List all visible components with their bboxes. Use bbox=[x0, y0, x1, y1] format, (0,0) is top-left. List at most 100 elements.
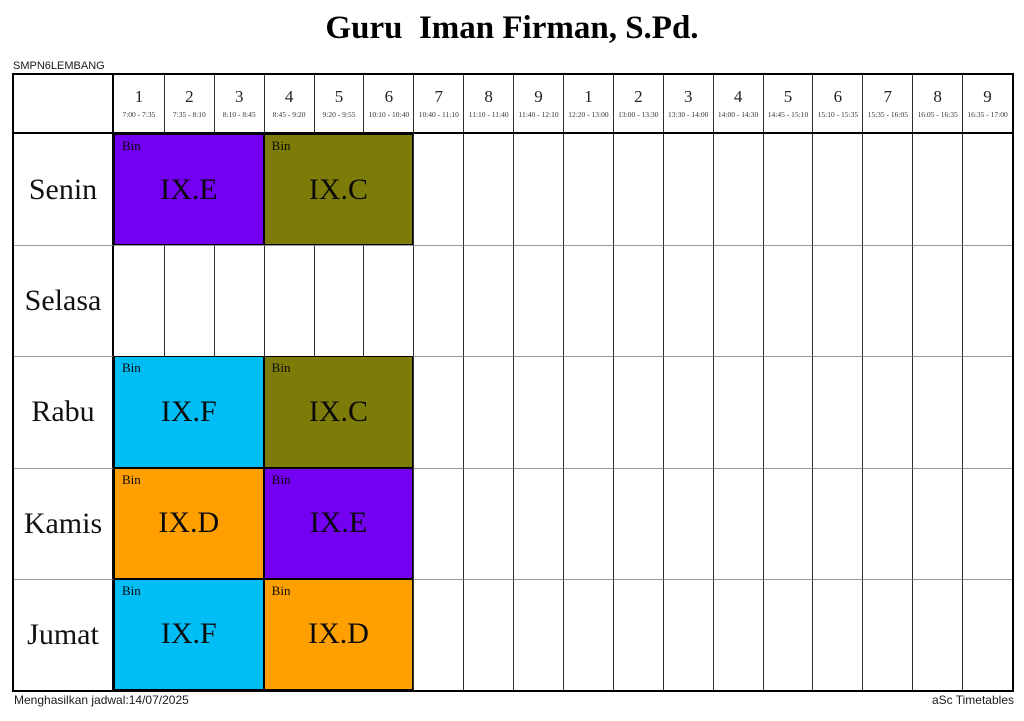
empty-slot bbox=[563, 245, 613, 357]
lesson-subject-label: Bin bbox=[122, 138, 141, 153]
empty-slot bbox=[862, 134, 912, 246]
lesson-class-name: IX.C bbox=[308, 172, 369, 206]
period-number: 2 bbox=[185, 87, 194, 107]
empty-slot bbox=[463, 578, 514, 690]
empty-slot bbox=[513, 356, 563, 468]
period-header: 5 9:20 - 9:55 bbox=[313, 75, 364, 134]
lesson-card-ix-c[interactable]: Bin IX.C bbox=[263, 356, 414, 468]
period-header: 7 15:35 - 16:05 bbox=[862, 75, 913, 134]
lesson-subject-label: Bin bbox=[271, 471, 291, 487]
period-number: 1 bbox=[584, 87, 593, 107]
empty-slot bbox=[662, 467, 713, 579]
empty-slot bbox=[762, 467, 813, 579]
lesson-subject-label: Bin bbox=[271, 582, 291, 598]
period-number: 7 bbox=[434, 87, 444, 107]
empty-slot bbox=[912, 245, 963, 357]
period-time-range: 9:20 - 9:55 bbox=[322, 110, 356, 120]
period-time-range: 16:05 - 16:35 bbox=[917, 110, 958, 120]
period-number: 9 bbox=[534, 87, 543, 107]
empty-slot bbox=[912, 467, 963, 579]
empty-slot bbox=[812, 356, 863, 468]
lesson-subject-label: Bin bbox=[122, 582, 141, 598]
period-time-range: 12:20 - 13:00 bbox=[568, 110, 609, 120]
period-time-range: 8:10 - 8:45 bbox=[222, 110, 256, 120]
empty-slot bbox=[762, 356, 813, 468]
empty-slot bbox=[812, 467, 863, 579]
empty-slot bbox=[662, 578, 713, 690]
lesson-subject-label: Bin bbox=[122, 360, 141, 376]
period-number: 8 bbox=[933, 87, 942, 107]
empty-slot bbox=[612, 356, 663, 468]
period-header: 1 7:00 - 7:35 bbox=[114, 75, 164, 134]
empty-slot bbox=[563, 578, 613, 690]
lesson-subject-label: Bin bbox=[271, 360, 291, 376]
empty-slot bbox=[862, 578, 913, 690]
lesson-class-name: IX.C bbox=[308, 394, 369, 428]
lesson-card-ix-f[interactable]: Bin IX.F bbox=[114, 578, 264, 690]
lesson-class-name: IX.F bbox=[160, 394, 217, 428]
empty-slot bbox=[712, 356, 763, 468]
lesson-class-name: IX.D bbox=[308, 617, 369, 651]
lesson-card-ix-f[interactable]: Bin IX.F bbox=[114, 356, 264, 468]
empty-slot bbox=[762, 134, 813, 246]
empty-slot bbox=[912, 134, 962, 246]
empty-slot bbox=[812, 245, 863, 357]
period-header: 8 16:05 - 16:35 bbox=[912, 75, 963, 134]
period-time-range: 7:35 - 8:10 bbox=[172, 110, 206, 120]
period-number: 3 bbox=[234, 87, 244, 107]
empty-slot bbox=[313, 245, 364, 357]
empty-slot bbox=[612, 467, 663, 579]
empty-slot bbox=[712, 467, 763, 579]
day-label-senin: Senin bbox=[14, 134, 114, 246]
lesson-card-ix-c[interactable]: Bin IX.C bbox=[263, 134, 414, 246]
empty-slot bbox=[513, 245, 563, 357]
period-time-range: 7:00 - 7:35 bbox=[122, 110, 156, 120]
lesson-card-ix-d[interactable]: Bin IX.D bbox=[263, 578, 414, 690]
empty-slot bbox=[962, 356, 1012, 468]
timetable-grid: 1 7:00 - 7:35 2 7:35 - 8:10 3 8:10 - 8:45 4 8:4… bbox=[12, 73, 1014, 692]
lesson-card-ix-d[interactable]: Bin IX.D bbox=[114, 467, 264, 579]
lesson-class-name: IX.E bbox=[160, 172, 218, 206]
period-header: 1 12:20 - 13:00 bbox=[563, 75, 613, 134]
period-header: 4 14:00 - 14:30 bbox=[712, 75, 763, 134]
empty-slot bbox=[612, 134, 663, 246]
period-number: 8 bbox=[484, 87, 493, 107]
lesson-card-ix-e[interactable]: Bin IX.E bbox=[114, 134, 264, 246]
empty-slot bbox=[662, 356, 713, 468]
period-number: 2 bbox=[634, 87, 643, 107]
empty-slot bbox=[563, 467, 613, 579]
empty-slot bbox=[612, 578, 663, 690]
period-time-range: 11:10 - 11:40 bbox=[468, 110, 509, 120]
period-number: 5 bbox=[783, 87, 793, 107]
period-header: 3 13:30 - 14:00 bbox=[662, 75, 713, 134]
empty-slot bbox=[812, 578, 863, 690]
period-time-range: 14:45 - 15:10 bbox=[767, 110, 809, 120]
empty-slot bbox=[563, 356, 613, 468]
empty-slot bbox=[513, 467, 563, 579]
empty-slot bbox=[962, 467, 1012, 579]
empty-slot bbox=[862, 467, 913, 579]
empty-slot bbox=[413, 245, 464, 357]
period-header: 9 16:35 - 17:00 bbox=[962, 75, 1012, 134]
period-number: 6 bbox=[384, 87, 394, 107]
period-header: 5 14:45 - 15:10 bbox=[762, 75, 813, 134]
lesson-card-ix-e[interactable]: Bin IX.E bbox=[263, 467, 414, 579]
school-name: SMPN6LEMBANG bbox=[13, 60, 105, 72]
day-label-jumat: Jumat bbox=[14, 578, 114, 690]
header-corner-cell bbox=[14, 75, 114, 134]
period-number: 7 bbox=[883, 87, 893, 107]
lesson-class-name: IX.D bbox=[158, 506, 220, 540]
empty-slot bbox=[962, 134, 1012, 246]
period-time-range: 8:45 - 9:20 bbox=[272, 110, 306, 120]
empty-slot bbox=[712, 134, 763, 246]
period-header: 3 8:10 - 8:45 bbox=[213, 75, 264, 134]
empty-slot bbox=[962, 245, 1012, 357]
period-header: 4 8:45 - 9:20 bbox=[263, 75, 314, 134]
period-time-range: 11:40 - 12:10 bbox=[518, 110, 559, 120]
empty-slot bbox=[413, 134, 463, 246]
period-time-range: 16:35 - 17:00 bbox=[967, 110, 1008, 120]
generated-date-label: Menghasilkan jadwal:14/07/2025 bbox=[14, 693, 189, 707]
lesson-subject-label: Bin bbox=[271, 138, 291, 153]
empty-slot bbox=[762, 578, 813, 690]
day-label-kamis: Kamis bbox=[14, 467, 114, 579]
